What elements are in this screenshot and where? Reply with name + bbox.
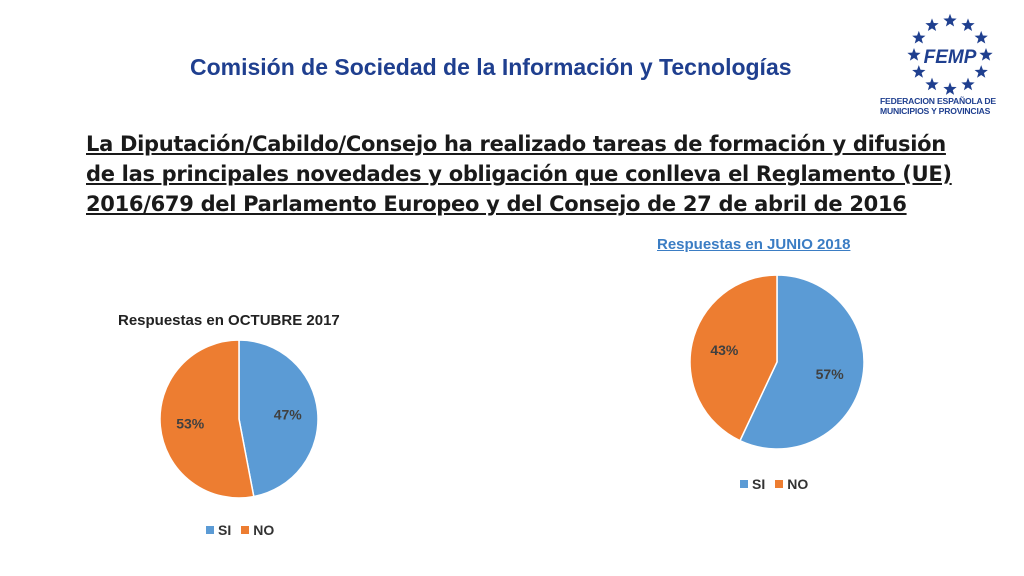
legend-item-no: NO — [241, 522, 274, 538]
pie-slice-no — [689, 274, 778, 442]
legend-label-no: NO — [787, 476, 809, 492]
pie-slice-si — [238, 339, 319, 498]
legend-item-si: SI — [740, 476, 765, 492]
logo-line-1: FEDERACION ESPAÑOLA DE — [880, 96, 996, 106]
logo-text: FEMP — [924, 47, 977, 68]
legend-item-si: SI — [206, 522, 231, 538]
logo-line-2: MUNICIPIOS Y PROVINCIAS — [880, 106, 991, 116]
star-icon — [925, 18, 939, 32]
chart-1-title: Respuestas en OCTUBRE 2017 — [118, 312, 340, 329]
survey-question: La Diputación/Cabildo/Consejo ha realiza… — [86, 132, 952, 216]
star-icon — [974, 30, 988, 44]
chart-1-legend: SI NO — [206, 522, 284, 538]
pie-data-label-si: 57% — [816, 366, 845, 382]
pie-slice-no — [159, 339, 255, 499]
star-icon — [943, 82, 957, 95]
star-icon — [961, 18, 975, 32]
legend-swatch-no — [241, 526, 250, 534]
star-icon — [961, 77, 975, 91]
legend-label-no: NO — [253, 522, 275, 538]
legend-swatch-no — [775, 480, 784, 488]
pie-data-label-no: 43% — [710, 342, 739, 358]
legend-swatch-si — [206, 526, 214, 534]
pie-slice-si — [738, 274, 865, 450]
chart-2-title: Respuestas en JUNIO 2018 — [657, 236, 851, 253]
legend-label-si: SI — [218, 522, 232, 538]
legend-label-si: SI — [752, 476, 766, 492]
star-icon — [979, 48, 993, 61]
star-icon — [943, 13, 957, 27]
star-icon — [974, 65, 988, 78]
pie-chart-junio-2018: 57% 43% — [689, 274, 865, 450]
chart-2-legend: SI NO — [740, 476, 818, 492]
pie-data-label-si: 47% — [274, 406, 303, 422]
star-icon — [925, 77, 939, 91]
legend-item-no: NO — [775, 476, 808, 492]
star-icon — [912, 30, 926, 44]
femp-logo: FEMP FEDERACION ESPAÑOLA DE MUNICIPIOS Y… — [880, 10, 1020, 125]
legend-swatch-si — [740, 480, 748, 488]
pie-chart-october-2017: 47% 53% — [159, 339, 319, 499]
femp-star-ring-icon: FEMP — [907, 13, 993, 95]
star-icon — [912, 65, 926, 78]
star-icon — [907, 48, 921, 61]
page-title: Comisión de Sociedad de la Información y… — [190, 54, 792, 80]
logo-subtitle: FEDERACION ESPAÑOLA DE MUNICIPIOS Y PROV… — [880, 96, 1020, 116]
pie-data-label-no: 53% — [176, 416, 205, 432]
